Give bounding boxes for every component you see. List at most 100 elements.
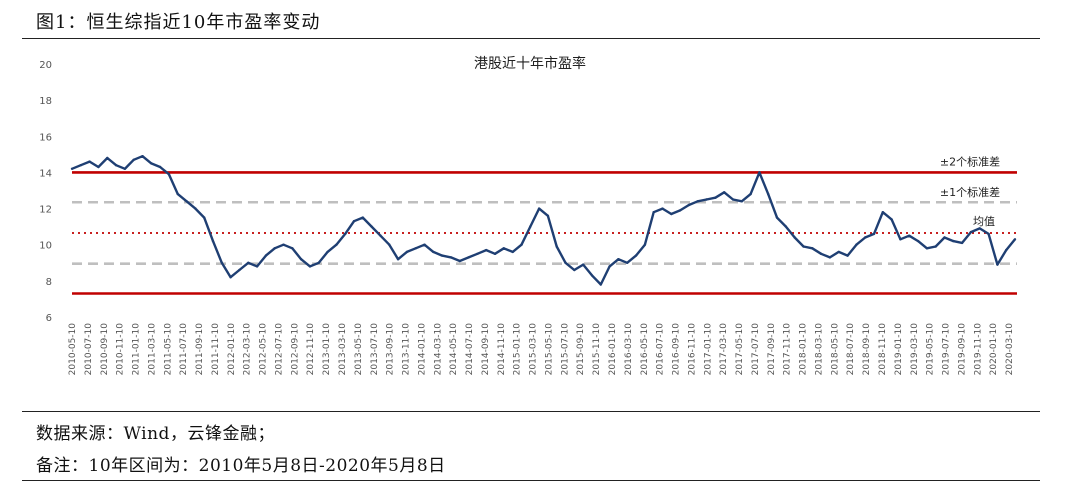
x-tick-label: 2016-07-10 [656,323,666,376]
data-point [678,209,682,212]
data-point [97,165,100,169]
y-tick-label: 8 [46,277,52,288]
data-point [185,200,188,203]
data-point [414,247,417,250]
data-point [247,261,250,264]
x-tick-label: 2018-01-10 [799,323,809,376]
source-note: 数据来源：Wind，云锋金融； [36,424,275,444]
data-point [123,167,127,170]
data-point [529,225,532,228]
x-tick-label: 2017-11-10 [783,323,793,376]
data-point [978,227,981,230]
data-point [582,263,585,266]
data-point [855,243,858,246]
top-rule [22,38,1040,39]
reference-line-label: ±1个标准差 [940,185,1000,199]
data-point [220,261,223,264]
x-tick-label: 2013-07-10 [370,323,380,376]
data-point [432,250,435,254]
data-point [696,200,699,203]
data-point [996,263,999,266]
data-point [388,243,391,246]
middle-rule [22,411,1040,412]
y-tick-label: 10 [39,241,52,252]
data-point [643,243,647,246]
data-point [943,236,946,239]
data-point [344,232,347,236]
x-tick-label: 2017-09-10 [767,323,777,376]
x-tick-label: 2012-03-10 [243,323,253,376]
data-point [194,207,197,210]
data-point [114,164,118,167]
data-point [449,256,453,259]
data-point [458,259,461,263]
data-point [925,247,929,250]
data-point [1013,238,1017,241]
data-point [687,203,691,207]
y-tick-label: 14 [39,168,52,179]
data-point [88,160,91,163]
x-tick-label: 2010-05-10 [68,323,78,376]
x-tick-label: 2013-01-10 [322,323,332,376]
x-tick-label: 2010-07-10 [84,323,94,376]
data-point [969,230,973,234]
data-point [440,254,444,257]
data-point [264,254,268,257]
x-tick-label: 2011-03-10 [147,323,157,376]
x-tick-label: 2019-07-10 [942,323,952,376]
x-tick-label: 2016-11-10 [687,323,697,376]
reference-line-label: ±2个标准差 [940,154,1000,168]
x-tick-label: 2018-07-10 [846,323,856,376]
data-point [299,258,303,261]
x-tick-label: 2012-11-10 [306,323,316,376]
data-point [987,232,990,236]
data-point [811,247,814,250]
data-point [485,248,488,252]
data-point [379,234,382,237]
x-tick-label: 2017-07-10 [751,323,761,376]
chart-title: 港股近十年市盈率 [474,55,586,72]
data-point [749,192,752,196]
data-point [731,198,735,201]
x-tick-label: 2015-11-10 [592,323,602,376]
series-line [71,155,1016,286]
data-point [775,216,779,219]
figure-title: 图1：恒生综指近10年市盈率变动 [36,12,321,33]
data-point [819,252,823,255]
data-point [361,216,364,219]
x-tick-label: 2017-03-10 [719,323,729,376]
data-point [564,261,567,264]
x-tick-label: 2012-09-10 [290,323,300,376]
data-point [828,256,832,259]
data-point [960,241,964,245]
x-tick-label: 2020-03-10 [1005,323,1015,376]
data-point [705,198,708,201]
data-point [793,236,796,239]
data-point [652,211,655,214]
data-point [423,243,426,246]
data-point [864,236,867,239]
data-point [608,265,611,268]
data-point [670,212,673,216]
data-point [872,232,876,236]
data-point [740,200,743,203]
x-tick-label: 2015-09-10 [576,323,586,376]
x-tick-label: 2014-03-10 [433,323,443,376]
bottom-rule [22,480,1040,481]
data-point [952,239,955,243]
y-tick-label: 6 [46,313,52,324]
data-point [150,162,153,165]
chart-area: 港股近十年市盈率 6 8 10 12 14 16 18 20 2010-05-10 2010-0… [22,42,1040,410]
data-point [934,245,937,248]
data-point [916,239,920,243]
data-point [176,192,179,196]
x-tick-label: 2018-09-10 [862,323,872,376]
x-tick-label: 2016-09-10 [672,323,682,376]
data-point [890,218,893,221]
x-tick-label: 2012-01-10 [227,323,237,376]
x-tick-label: 2011-11-10 [211,323,221,376]
data-point [132,158,135,161]
x-tick-label: 2015-05-10 [544,323,554,376]
